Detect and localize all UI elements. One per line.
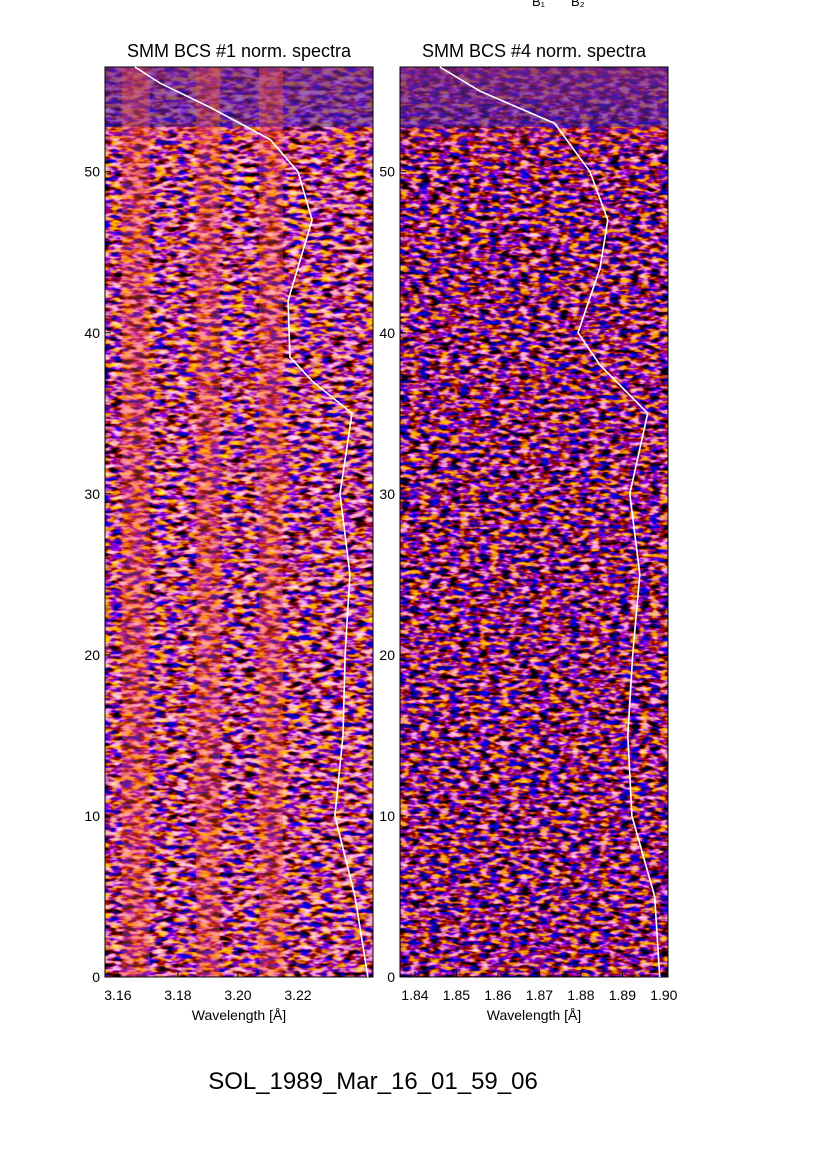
panel: 0 10 20 30 40 50 3.16 3.18 3.20 3.22 SMM BCS #1 no… [84, 41, 374, 1023]
y-tick-label: 20 [84, 647, 100, 663]
plot-frame [104, 66, 374, 978]
x-tick-label: 1.84 [401, 987, 428, 1003]
y-tick-label: 0 [92, 969, 100, 985]
annotation: B₁ [532, 0, 546, 9]
x-tick-label: 1.88 [567, 987, 594, 1003]
panel: 0 10 20 30 40 50 1.84 1.85 1.86 1.87 1.88 1.89 1.90 S… [379, 41, 677, 1023]
x-tick-label: 1.90 [650, 987, 677, 1003]
annotation: B₂ [571, 0, 585, 9]
x-tick-label: 1.87 [526, 987, 553, 1003]
y-tick-label: 10 [379, 808, 395, 824]
spectrum-texture [400, 67, 668, 977]
y-tick-label: 50 [84, 164, 100, 180]
y-tick-label: 30 [379, 486, 395, 502]
line-glow [195, 67, 220, 977]
x-tick-label: 3.22 [284, 987, 311, 1003]
x-tick-label: 1.86 [484, 987, 511, 1003]
top-band [400, 67, 668, 127]
x-tick-label: 3.16 [104, 987, 131, 1003]
caption: SOL_1989_Mar_16_01_59_06 [208, 1068, 538, 1095]
x-axis-label: Wavelength [Å] [192, 1007, 286, 1023]
y-tick-label: 10 [84, 808, 100, 824]
x-tick-label: 1.85 [443, 987, 470, 1003]
data-line [439, 66, 661, 978]
y-tick-label: 30 [84, 486, 100, 502]
plot-frame [399, 66, 669, 978]
line-glow [258, 67, 283, 977]
y-tick-label: 50 [379, 164, 395, 180]
y-tick-label: 40 [84, 325, 100, 341]
x-tick-label: 3.18 [164, 987, 191, 1003]
x-tick-label: 3.20 [224, 987, 251, 1003]
x-axis-label: Wavelength [Å] [487, 1007, 581, 1023]
data-line [134, 66, 369, 978]
y-tick-label: 0 [387, 969, 395, 985]
top-glow [105, 67, 373, 162]
line-glow [121, 67, 150, 977]
chart-title: SMM BCS #1 norm. spectra [127, 41, 352, 61]
y-tick-label: 20 [379, 647, 395, 663]
x-tick-label: 1.89 [609, 987, 636, 1003]
chart-title: SMM BCS #4 norm. spectra [422, 41, 647, 61]
y-tick-label: 40 [379, 325, 395, 341]
spectrum-texture [105, 67, 373, 977]
